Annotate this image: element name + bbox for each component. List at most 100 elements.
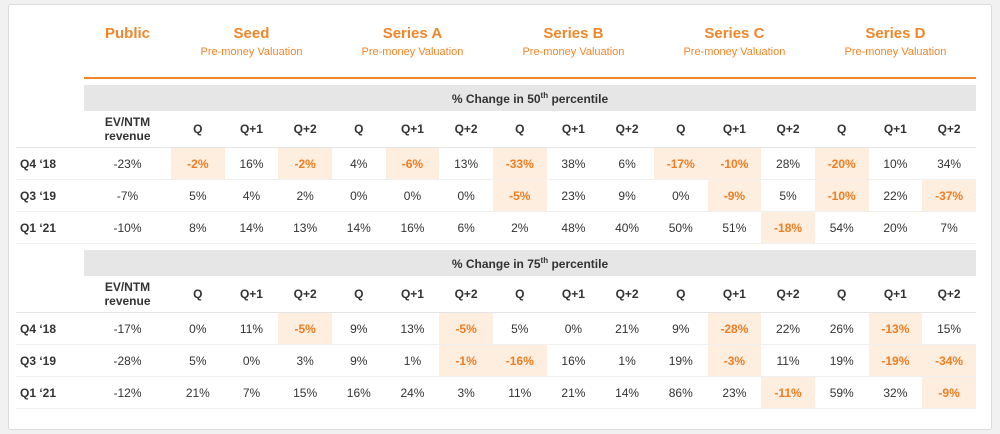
cell: 22% — [868, 179, 923, 212]
column-subtitle: Pre-money Valuation — [361, 46, 464, 58]
section-title: % Change in 50th percentile — [84, 85, 976, 111]
column-title: Series C — [704, 25, 765, 42]
cell: 7% — [922, 211, 976, 244]
cell: -7% — [84, 179, 171, 212]
highlight-cell: -5% — [439, 312, 493, 345]
section-title: % Change in 75th percentile — [84, 250, 976, 276]
cell: 14% — [224, 211, 279, 244]
highlight-cell: -2% — [278, 147, 332, 180]
cell: 19% — [814, 344, 869, 377]
cell: 13% — [385, 312, 440, 345]
cell: 26% — [814, 312, 869, 345]
highlight-cell: -28% — [707, 312, 762, 345]
cell: 13% — [439, 147, 493, 180]
column-subtitle: Pre-money Valuation — [844, 46, 947, 58]
highlight-cell: -20% — [814, 147, 869, 180]
cell: 6% — [439, 211, 493, 244]
cell: 16% — [331, 376, 386, 409]
cell: 1% — [600, 344, 654, 377]
cell: 23% — [707, 376, 762, 409]
subcolumn-header: Q — [331, 276, 386, 313]
subcolumn-header: Q — [653, 111, 708, 148]
subcolumn-header: Q+1 — [224, 276, 279, 313]
highlight-cell: -2% — [171, 147, 225, 180]
cell: 16% — [385, 211, 440, 244]
cell: 14% — [600, 376, 654, 409]
row-label: Q3 ‘19 — [16, 344, 84, 377]
data-row: Q4 ‘18 -17% 0% 11% -5% 9% 13% -5% 5% 0% 21% 9% -28% 2… — [16, 312, 976, 345]
highlight-cell: -17% — [653, 147, 708, 180]
highlight-cell: -9% — [922, 376, 976, 409]
cell: 19% — [653, 344, 708, 377]
cell: 5% — [492, 312, 547, 345]
cell: 9% — [600, 179, 654, 212]
highlight-cell: -19% — [868, 344, 923, 377]
blank — [16, 276, 84, 313]
cell: 21% — [600, 312, 654, 345]
cell: 0% — [224, 344, 279, 377]
column-header: Series B Pre-money Valuation — [492, 19, 654, 79]
cell: 9% — [331, 312, 386, 345]
cell: 0% — [546, 312, 601, 345]
subcolumn-header: Q+2 — [761, 276, 815, 313]
row-label: Q4 ‘18 — [16, 147, 84, 180]
highlight-cell: -13% — [868, 312, 923, 345]
cell: 3% — [278, 344, 332, 377]
column-title: Series A — [382, 25, 443, 42]
subcolumn-header: Q+2 — [439, 111, 493, 148]
title-text: % Change in 75 — [451, 256, 541, 271]
column-subtitle: Pre-money Valuation — [200, 46, 303, 58]
cell: 2% — [492, 211, 547, 244]
cell: 38% — [546, 147, 601, 180]
cell: 9% — [653, 312, 708, 345]
cell: 16% — [224, 147, 279, 180]
data-row: Q4 ‘18 -23% -2% 16% -2% 4% -6% 13% -33% 38% 6% -17%… — [16, 147, 976, 180]
subcolumn-header: Q+1 — [707, 276, 762, 313]
subcolumn-header: Q+1 — [868, 111, 923, 148]
cell: 13% — [278, 211, 332, 244]
subcolumn-header: Q+1 — [546, 111, 601, 148]
highlight-cell: -5% — [492, 179, 547, 212]
subcolumn-header: Q — [492, 276, 547, 313]
cell: 0% — [439, 179, 493, 212]
gap — [16, 78, 976, 85]
column-header: Seed Pre-money Valuation — [171, 19, 332, 79]
cell: 15% — [278, 376, 332, 409]
subcolumn-header: Q — [331, 111, 386, 148]
cell: 11% — [224, 312, 279, 345]
subcolumn-header: Q — [171, 111, 225, 148]
column-subtitle: Pre-money Valuation — [683, 46, 786, 58]
subcolumn-header: Q+2 — [922, 276, 976, 313]
highlight-cell: -18% — [761, 211, 815, 244]
cell: -17% — [84, 312, 171, 345]
cell: 20% — [868, 211, 923, 244]
subcolumn-header: Q+2 — [278, 276, 332, 313]
column-header: Series A Pre-money Valuation — [331, 19, 493, 79]
highlight-cell: -34% — [922, 344, 976, 377]
blank — [16, 250, 84, 276]
subcolumn-header: Q+1 — [546, 276, 601, 313]
subcolumn-header: Q+1 — [868, 276, 923, 313]
cell: -12% — [84, 376, 171, 409]
column-title: Series D — [865, 25, 926, 42]
cell: 14% — [331, 211, 386, 244]
cell: 11% — [492, 376, 547, 409]
highlight-cell: -6% — [385, 147, 440, 180]
cell: 50% — [653, 211, 708, 244]
subcolumn-header: Q — [492, 111, 547, 148]
highlight-cell: -9% — [707, 179, 762, 212]
column-header: Series C Pre-money Valuation — [653, 19, 815, 79]
subcolumn-header: Q+1 — [385, 111, 440, 148]
cell: 5% — [171, 179, 225, 212]
column-title: Series B — [543, 25, 604, 42]
row-label: Q1 ‘21 — [16, 211, 84, 244]
title-text: % Change in 50 — [451, 91, 541, 106]
highlight-cell: -3% — [707, 344, 762, 377]
subcolumn-header: Q+2 — [600, 111, 654, 148]
highlight-cell: -33% — [492, 147, 547, 180]
cell: 10% — [868, 147, 923, 180]
cell: 23% — [546, 179, 601, 212]
valuation-table: Public Seed Pre-money Valuation Series A Pre… — [16, 19, 976, 409]
cell: 4% — [331, 147, 386, 180]
cell: 0% — [653, 179, 708, 212]
